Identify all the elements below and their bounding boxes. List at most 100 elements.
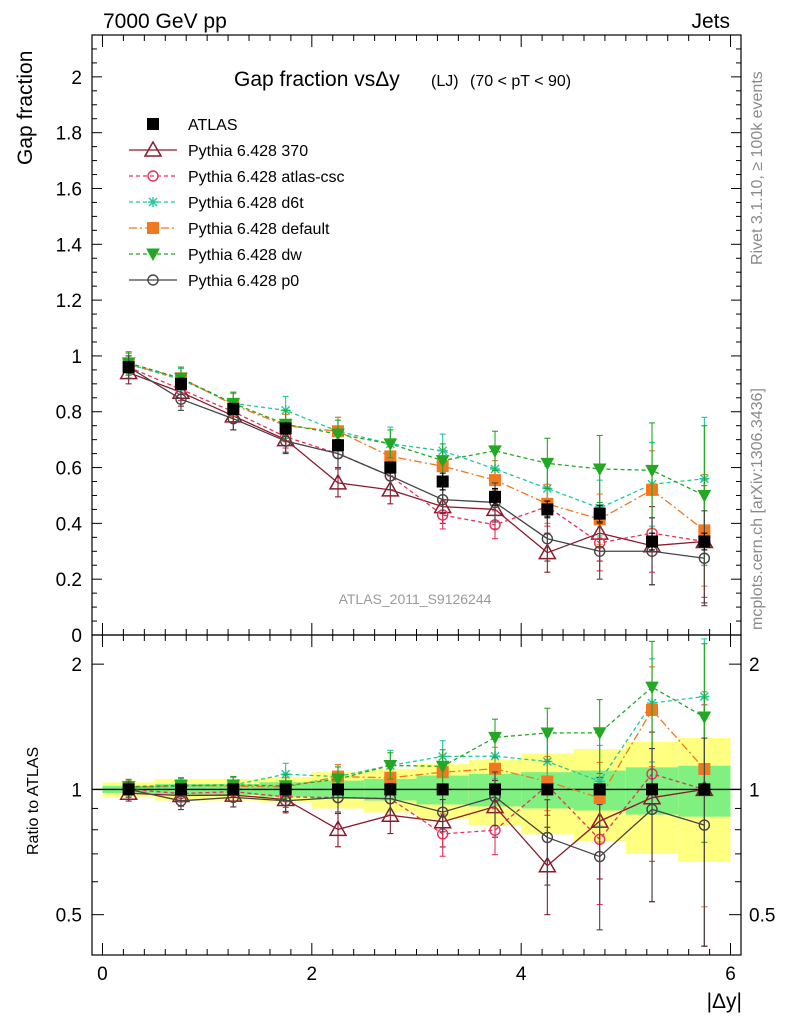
ratio-point [328, 819, 348, 837]
series-line [128, 362, 705, 497]
legend-entry: Pythia 6.428 p0 [129, 273, 299, 290]
x-tick-label: 6 [725, 964, 736, 985]
series-atlas [122, 360, 711, 551]
data-point [279, 422, 292, 435]
legend-marker [147, 170, 159, 182]
data-point [227, 402, 240, 415]
legend-label: Pythia 6.428 p0 [188, 273, 299, 290]
title-sub: (LJ) [431, 73, 459, 90]
data-point [593, 545, 606, 557]
series-pythia-6-428-370 [119, 360, 714, 604]
legend-label: Pythia 6.428 d6t [188, 195, 304, 212]
data-point [381, 480, 400, 497]
mcplots-label: mcplots.cern.ch [arXiv:1306.3436] [749, 388, 766, 630]
data-point [175, 393, 187, 405]
series-line [128, 366, 705, 544]
ratio-point [541, 831, 554, 844]
series-line [128, 363, 705, 509]
ratio-line [128, 788, 705, 867]
ratio-point [541, 783, 554, 796]
ratio-point [540, 727, 555, 741]
ratio-line [128, 788, 705, 858]
y-tick-label-top: 0 [71, 626, 82, 647]
data-point [435, 455, 450, 468]
y-tick-label-bottom-right: 2 [749, 655, 760, 676]
series-pythia-6-428-dw [121, 351, 712, 566]
legend-entry: Pythia 6.428 d6t [129, 195, 304, 212]
y-tick-label-top: 1 [71, 347, 82, 368]
ratio-point [436, 783, 449, 796]
legend-marker [147, 118, 159, 130]
data-point [279, 435, 292, 447]
ratio-point [593, 783, 606, 796]
ratio-point [383, 759, 398, 773]
ratio-point [646, 803, 658, 816]
ratio-point [279, 795, 292, 807]
legend-marker [146, 248, 160, 262]
ratio-series-atlas [122, 783, 711, 796]
data-point [698, 535, 711, 548]
data-point [174, 377, 187, 390]
legend-marker [143, 140, 163, 157]
legend-marker [147, 222, 159, 234]
ratio-point [646, 783, 659, 796]
ratio-point [645, 681, 659, 695]
y-tick-label-top: 1.2 [56, 291, 82, 312]
legend-entry: Pythia 6.428 atlas-csc [129, 169, 345, 186]
data-point [698, 552, 711, 564]
legend-entry: Pythia 6.428 default [129, 221, 330, 238]
ratio-panel: 0 2 4 6 0.5 0.5 1 1 2 2 [56, 634, 775, 985]
series-line [128, 363, 705, 531]
y-tick-label-top: 0.8 [56, 403, 82, 424]
ratio-point [279, 783, 292, 796]
legend-entry: Pythia 6.428 370 [129, 140, 308, 160]
y-tick-label-top: 2 [71, 68, 82, 89]
data-point [540, 457, 555, 471]
ratio-point [489, 783, 502, 796]
main-panel: 0 0.2 0.4 0.6 0.8 1 1.2 1.4 1.6 1.8 2 [56, 34, 742, 647]
legend-marker [148, 197, 158, 207]
ratio-point [381, 805, 400, 823]
data-point [488, 445, 502, 458]
ratio-point [698, 783, 711, 796]
data-point [697, 489, 712, 503]
x-axis-label: |Δy| [707, 990, 742, 1013]
ratio-point [227, 783, 240, 796]
ratio-point [436, 806, 449, 818]
series-pythia-6-428-p0 [122, 355, 711, 607]
ratio-line [128, 686, 705, 788]
legend-label: Pythia 6.428 dw [188, 247, 302, 264]
y-tick-label-top: 0.4 [56, 514, 83, 535]
ratio-line [128, 708, 705, 799]
data-point [645, 464, 659, 478]
data-point [383, 438, 398, 451]
legend-marker [147, 274, 159, 286]
rivet-label: Rivet 3.1.10, ≥ 100k events [749, 71, 766, 265]
ratio-line [128, 695, 705, 789]
ratio-point [331, 773, 345, 787]
series-line [128, 366, 705, 559]
ratio-point [435, 760, 450, 774]
title-main: Gap fraction vsΔy [234, 68, 400, 91]
legend-entry: Pythia 6.428 dw [129, 247, 302, 264]
ratio-point [384, 783, 397, 796]
ratio-point [593, 850, 606, 863]
data-point [646, 535, 659, 548]
y-tick-label-top: 1.6 [56, 179, 82, 200]
x-tick-label: 0 [97, 964, 108, 985]
y-tick-label-bottom-right: 0.5 [749, 906, 775, 927]
series-pythia-6-428-atlas-csc [122, 355, 711, 598]
x-tick-label: 2 [307, 964, 318, 985]
legend-label: ATLAS [188, 117, 238, 134]
y-tick-label-top: 1.4 [56, 235, 83, 256]
chart-title: Gap fraction vsΔy (LJ) (70 < pT < 90) [234, 68, 571, 91]
y-axis-label-bottom: Ratio to ATLAS [25, 747, 42, 855]
data-point [328, 473, 348, 490]
data-point [541, 533, 554, 545]
y-tick-label-bottom: 0.5 [56, 906, 82, 927]
data-point [331, 439, 344, 452]
y-axis-label-top: Gap fraction [14, 51, 37, 165]
data-point [122, 361, 135, 374]
series-line [128, 372, 705, 554]
